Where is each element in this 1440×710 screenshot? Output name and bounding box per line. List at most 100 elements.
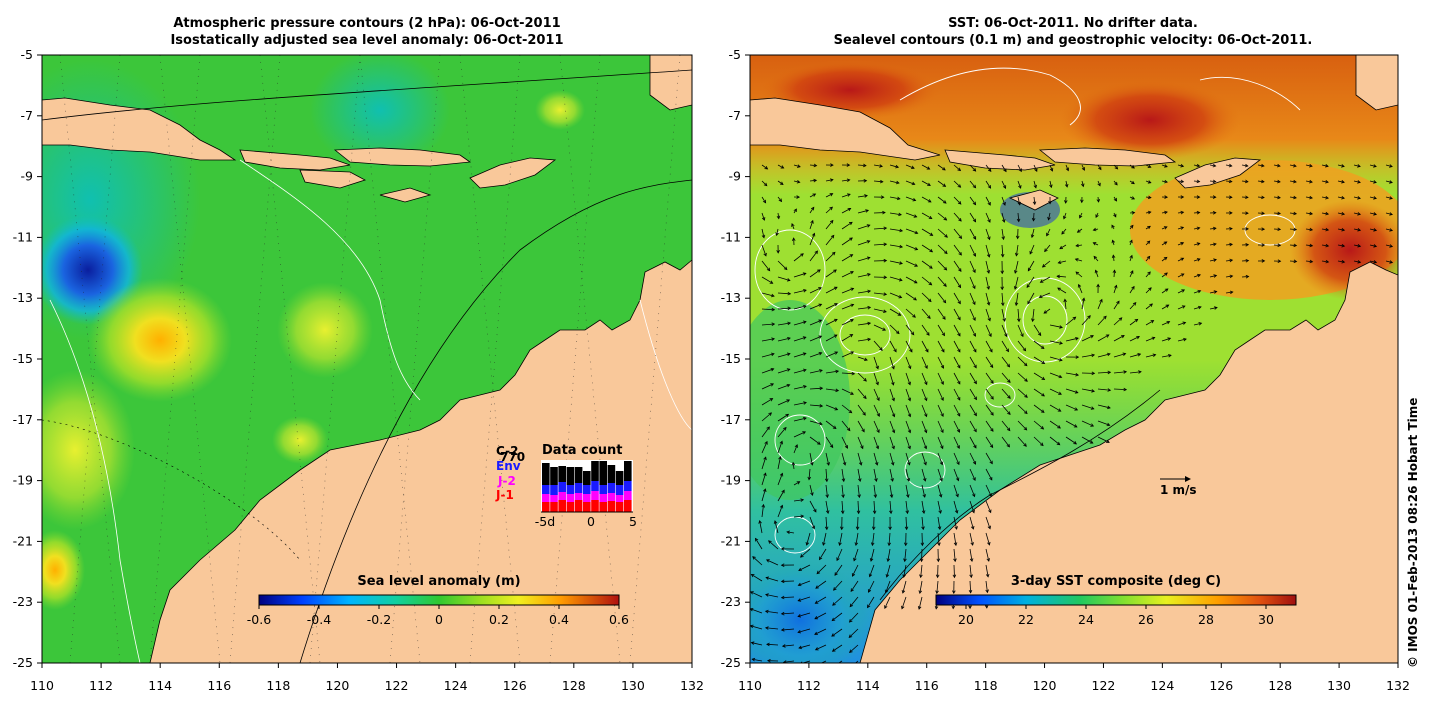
y-tick-label: -23	[721, 594, 741, 609]
velocity-vector	[1209, 275, 1217, 278]
velocity-vector	[953, 356, 961, 369]
velocity-arrowhead	[944, 250, 948, 255]
velocity-arrowhead	[973, 348, 977, 353]
velocity-vector	[1097, 299, 1103, 310]
velocity-arrowhead	[815, 585, 819, 589]
velocity-arrowhead	[1058, 357, 1063, 362]
velocity-arrowhead	[1075, 336, 1079, 341]
velocity-vector	[831, 612, 843, 621]
velocity-vector	[793, 289, 807, 294]
histogram-bar	[583, 502, 591, 512]
velocity-arrowhead	[879, 179, 884, 184]
velocity-vector	[768, 540, 779, 550]
velocity-arrowhead	[1373, 260, 1378, 264]
velocity-vector	[937, 324, 945, 336]
velocity-vector	[815, 580, 827, 589]
velocity-arrowhead	[941, 332, 945, 337]
velocity-arrowhead	[929, 265, 933, 269]
left-title-line2: Isostatically adjusted sea level anomaly…	[170, 33, 563, 48]
velocity-arrowhead	[1096, 198, 1101, 203]
velocity-arrowhead	[817, 269, 821, 273]
velocity-arrowhead	[849, 254, 854, 258]
velocity-arrowhead	[1031, 217, 1036, 222]
velocity-arrowhead	[972, 477, 976, 482]
velocity-arrowhead	[1228, 179, 1233, 184]
bathymetry-contour	[49, 299, 141, 663]
velocity-vector	[857, 356, 868, 361]
velocity-vector	[1040, 276, 1051, 283]
velocity-arrowhead	[800, 514, 805, 519]
velocity-vector	[921, 500, 925, 514]
velocity-vector	[1033, 212, 1035, 221]
velocity-vector	[873, 404, 880, 417]
velocity-arrowhead	[1074, 258, 1079, 262]
velocity-vector	[985, 164, 992, 172]
velocity-arrowhead	[942, 183, 947, 187]
velocity-vector	[1385, 228, 1393, 231]
velocity-arrowhead	[1138, 370, 1142, 374]
velocity-vector	[1305, 228, 1313, 231]
velocity-vector	[761, 212, 765, 221]
velocity-arrowhead	[796, 180, 801, 184]
velocity-vector	[1048, 212, 1051, 220]
velocity-arrowhead	[890, 461, 895, 466]
velocity-arrowhead	[824, 478, 829, 483]
velocity-vector	[868, 580, 875, 593]
velocity-vector	[855, 532, 859, 546]
velocity-vector	[822, 532, 827, 546]
velocity-vector	[777, 212, 780, 219]
y-tick-label: -19	[721, 473, 741, 488]
velocity-arrowhead	[850, 319, 854, 323]
velocity-arrowhead	[817, 441, 821, 445]
velocity-arrowhead	[972, 493, 976, 498]
colorbar-tick-label: 24	[1078, 612, 1094, 627]
velocity-arrowhead	[764, 440, 768, 445]
velocity-arrowhead	[939, 461, 944, 466]
velocity-vector	[809, 179, 817, 182]
x-tick-label: 112	[89, 678, 113, 693]
velocity-arrowhead	[1041, 264, 1046, 268]
velocity-arrowhead	[958, 268, 962, 272]
imos-credit: © IMOS 01-Feb-2013 08:26 Hobart Time	[1406, 398, 1420, 668]
velocity-arrowhead	[829, 206, 833, 211]
velocity-vector	[953, 548, 956, 562]
velocity-arrowhead	[764, 626, 769, 630]
velocity-vector	[1029, 244, 1035, 255]
velocity-vector	[1097, 334, 1110, 342]
velocity-vector	[808, 468, 811, 480]
velocity-arrowhead	[833, 664, 836, 667]
velocity-arrowhead	[973, 428, 977, 433]
velocity-vector	[1001, 420, 1011, 431]
velocity-arrowhead	[1031, 318, 1035, 323]
velocity-vector	[1015, 292, 1019, 306]
velocity-vector	[953, 260, 962, 272]
velocity-vector	[921, 196, 932, 203]
velocity-arrowhead	[802, 368, 807, 373]
velocity-vector	[761, 383, 774, 390]
velocity-arrowhead	[770, 367, 775, 372]
velocity-vector	[857, 372, 867, 382]
velocity-arrowhead	[870, 542, 875, 547]
velocity-vector	[1001, 292, 1004, 306]
velocity-arrowhead	[802, 431, 807, 435]
velocity-arrowhead	[926, 332, 930, 336]
velocity-arrowhead	[1229, 274, 1234, 279]
velocity-arrowhead	[972, 461, 977, 465]
histogram-bar	[624, 461, 632, 481]
velocity-arrowhead	[1181, 305, 1186, 309]
velocity-arrowhead	[985, 589, 989, 594]
velocity-arrowhead	[1024, 378, 1028, 382]
velocity-vector	[921, 388, 928, 401]
velocity-arrowhead	[1107, 405, 1111, 410]
velocity-vector	[871, 532, 875, 546]
x-tick-label: 110	[738, 678, 762, 693]
velocity-arrowhead	[942, 316, 946, 320]
velocity-vector	[777, 490, 785, 502]
velocity-arrowhead	[864, 194, 868, 198]
histogram-bar	[599, 485, 607, 494]
velocity-vector	[969, 244, 976, 257]
velocity-vector	[1097, 371, 1111, 374]
velocity-vector	[761, 276, 773, 284]
velocity-arrowhead	[1072, 316, 1077, 321]
velocity-arrowhead	[1112, 269, 1117, 274]
